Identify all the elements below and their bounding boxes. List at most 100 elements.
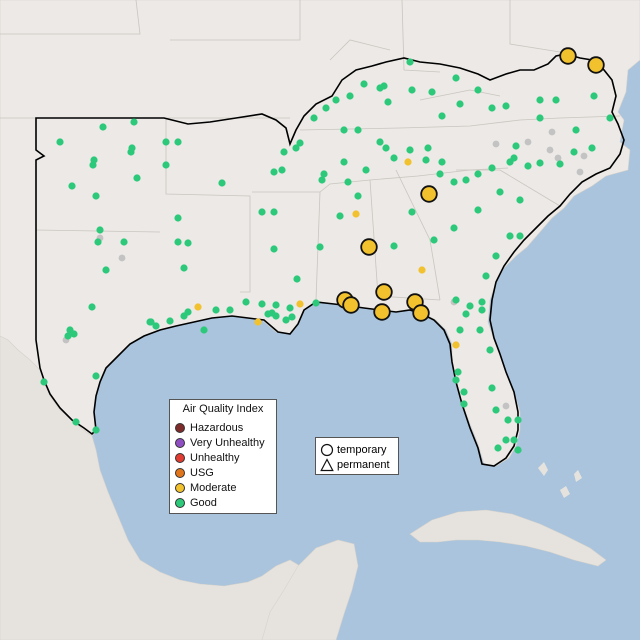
site-good-marker[interactable] — [452, 296, 460, 304]
site-good-marker[interactable] — [492, 252, 500, 260]
site-good-marker[interactable] — [478, 298, 486, 306]
site-good-marker[interactable] — [293, 275, 301, 283]
site-good-marker[interactable] — [92, 372, 100, 380]
site-good-marker[interactable] — [552, 96, 560, 104]
site-moderate-marker[interactable] — [404, 158, 412, 166]
site-good-marker[interactable] — [94, 238, 102, 246]
site-good-marker[interactable] — [456, 100, 464, 108]
site-good-marker[interactable] — [504, 416, 512, 424]
site-good-marker[interactable] — [436, 170, 444, 178]
site-good-marker[interactable] — [536, 114, 544, 122]
site-good-marker[interactable] — [162, 161, 170, 169]
site-good-marker[interactable] — [456, 326, 464, 334]
site-moderate-temporary-marker[interactable] — [342, 296, 360, 314]
site-good-marker[interactable] — [478, 306, 486, 314]
site-good-marker[interactable] — [460, 388, 468, 396]
site-good-marker[interactable] — [258, 300, 266, 308]
site-good-marker[interactable] — [258, 208, 266, 216]
site-good-marker[interactable] — [514, 446, 522, 454]
site-good-marker[interactable] — [296, 139, 304, 147]
site-good-marker[interactable] — [292, 144, 300, 152]
site-good-marker[interactable] — [316, 243, 324, 251]
site-good-marker[interactable] — [452, 74, 460, 82]
site-good-marker[interactable] — [56, 138, 64, 146]
site-good-marker[interactable] — [516, 232, 524, 240]
site-good-marker[interactable] — [322, 104, 330, 112]
site-no-data-marker[interactable] — [118, 254, 126, 262]
site-no-data-marker[interactable] — [502, 402, 510, 410]
site-good-marker[interactable] — [512, 142, 520, 150]
site-good-marker[interactable] — [502, 436, 510, 444]
site-good-marker[interactable] — [390, 154, 398, 162]
site-good-marker[interactable] — [282, 316, 290, 324]
site-good-marker[interactable] — [174, 238, 182, 246]
site-good-marker[interactable] — [462, 176, 470, 184]
site-good-marker[interactable] — [390, 242, 398, 250]
site-good-marker[interactable] — [312, 299, 320, 307]
site-good-marker[interactable] — [488, 164, 496, 172]
site-good-marker[interactable] — [588, 144, 596, 152]
site-good-marker[interactable] — [590, 92, 598, 100]
site-good-marker[interactable] — [332, 96, 340, 104]
site-good-marker[interactable] — [184, 239, 192, 247]
site-good-marker[interactable] — [506, 232, 514, 240]
site-moderate-temporary-marker[interactable] — [375, 283, 393, 301]
site-good-marker[interactable] — [428, 88, 436, 96]
site-moderate-marker[interactable] — [296, 300, 304, 308]
site-good-marker[interactable] — [570, 148, 578, 156]
site-good-marker[interactable] — [318, 176, 326, 184]
site-good-marker[interactable] — [476, 326, 484, 334]
site-moderate-temporary-marker[interactable] — [373, 303, 391, 321]
site-good-marker[interactable] — [320, 170, 328, 178]
site-good-marker[interactable] — [133, 174, 141, 182]
site-good-marker[interactable] — [92, 426, 100, 434]
site-good-marker[interactable] — [212, 306, 220, 314]
site-good-marker[interactable] — [184, 308, 192, 316]
site-good-marker[interactable] — [406, 58, 414, 66]
site-moderate-marker[interactable] — [194, 303, 202, 311]
site-good-marker[interactable] — [272, 312, 280, 320]
site-no-data-marker[interactable] — [546, 146, 554, 154]
site-good-marker[interactable] — [218, 179, 226, 187]
site-good-marker[interactable] — [88, 303, 96, 311]
site-good-marker[interactable] — [162, 138, 170, 146]
site-good-marker[interactable] — [270, 208, 278, 216]
site-good-marker[interactable] — [174, 214, 182, 222]
site-good-marker[interactable] — [344, 178, 352, 186]
site-good-marker[interactable] — [242, 298, 250, 306]
site-moderate-marker[interactable] — [352, 210, 360, 218]
site-good-marker[interactable] — [200, 326, 208, 334]
site-good-marker[interactable] — [130, 118, 138, 126]
site-good-marker[interactable] — [340, 158, 348, 166]
site-good-marker[interactable] — [99, 123, 107, 131]
site-good-marker[interactable] — [174, 138, 182, 146]
site-good-marker[interactable] — [102, 266, 110, 274]
site-good-marker[interactable] — [524, 162, 532, 170]
site-good-marker[interactable] — [474, 170, 482, 178]
site-good-marker[interactable] — [510, 154, 518, 162]
site-no-data-marker[interactable] — [548, 128, 556, 136]
site-good-marker[interactable] — [180, 264, 188, 272]
site-good-marker[interactable] — [264, 310, 272, 318]
site-good-marker[interactable] — [438, 158, 446, 166]
site-good-marker[interactable] — [536, 96, 544, 104]
site-good-marker[interactable] — [496, 188, 504, 196]
site-moderate-marker[interactable] — [254, 318, 262, 326]
site-good-marker[interactable] — [362, 166, 370, 174]
site-good-marker[interactable] — [474, 86, 482, 94]
site-good-marker[interactable] — [286, 304, 294, 312]
site-no-data-marker[interactable] — [492, 140, 500, 148]
site-good-marker[interactable] — [270, 168, 278, 176]
site-good-marker[interactable] — [360, 80, 368, 88]
site-good-marker[interactable] — [270, 245, 278, 253]
site-good-marker[interactable] — [64, 332, 72, 340]
site-no-data-marker[interactable] — [524, 138, 532, 146]
site-good-marker[interactable] — [466, 302, 474, 310]
site-moderate-marker[interactable] — [452, 341, 460, 349]
site-good-marker[interactable] — [454, 368, 462, 376]
site-good-marker[interactable] — [514, 416, 522, 424]
site-moderate-temporary-marker[interactable] — [559, 47, 577, 65]
site-good-marker[interactable] — [474, 206, 482, 214]
site-good-marker[interactable] — [450, 178, 458, 186]
site-good-marker[interactable] — [486, 346, 494, 354]
